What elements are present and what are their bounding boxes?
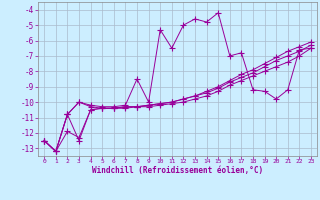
X-axis label: Windchill (Refroidissement éolien,°C): Windchill (Refroidissement éolien,°C) [92, 166, 263, 175]
